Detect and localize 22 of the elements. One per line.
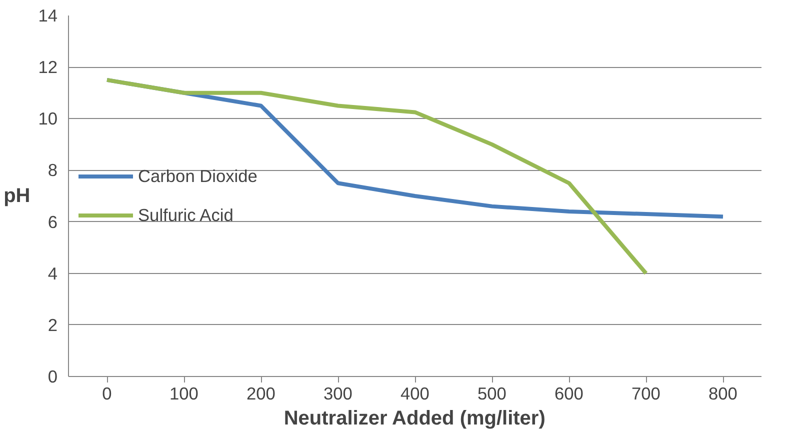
y-tick-label: 12 (38, 57, 58, 78)
x-tick-label: 500 (478, 384, 506, 404)
y-tick-label: 8 (48, 160, 58, 180)
x-tick-label: 100 (170, 384, 198, 404)
x-tick-label: 400 (400, 384, 430, 404)
y-tick-label: 2 (48, 314, 58, 335)
y-axis-title: pH (4, 185, 30, 207)
x-tick-label: 600 (554, 384, 584, 404)
x-tick-label: 700 (632, 384, 660, 404)
y-tick-label: 6 (48, 212, 58, 232)
legend-label: Carbon Dioxide (138, 166, 258, 186)
x-tick-label: 800 (708, 384, 738, 404)
y-tick-label: 10 (38, 108, 58, 129)
y-tick-label: 14 (38, 6, 58, 26)
y-tick-label: 0 (48, 366, 58, 386)
x-tick-label: 300 (324, 384, 352, 404)
y-tick-label: 4 (48, 263, 58, 284)
x-axis-title: Neutralizer Added (mg/liter) (284, 408, 546, 430)
line-series (105, 78, 648, 276)
x-tick-label: 200 (246, 384, 276, 404)
legend-label: Sulfuric Acid (138, 204, 234, 226)
x-tick-label: 0 (102, 384, 112, 404)
